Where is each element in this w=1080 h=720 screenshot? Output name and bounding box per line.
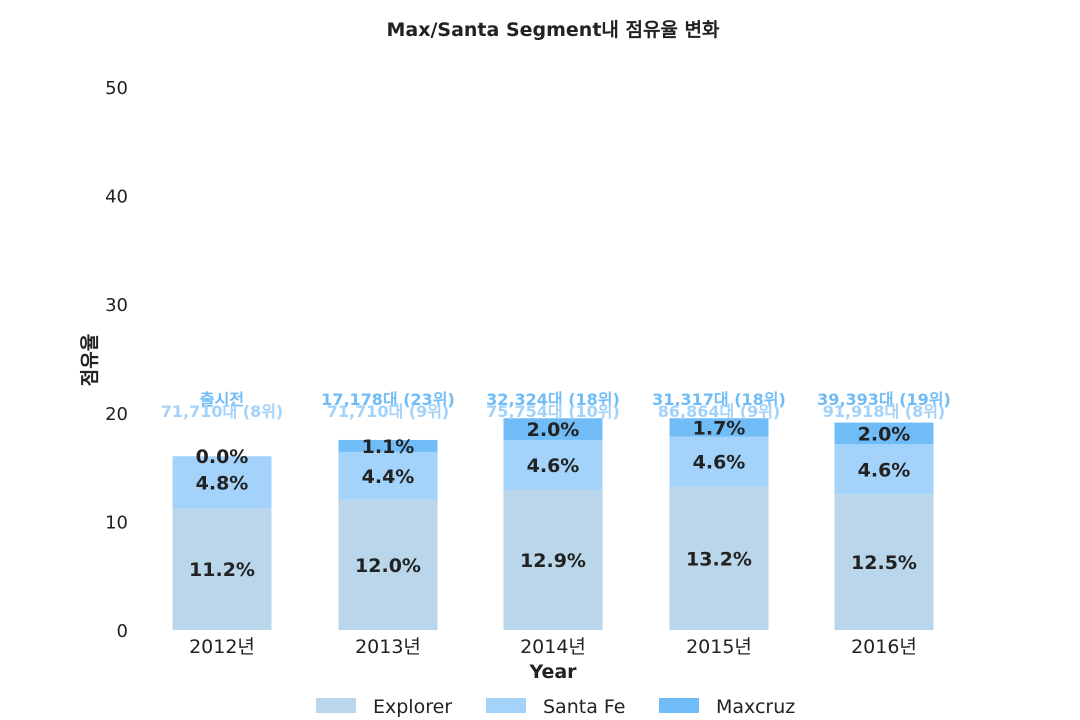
bar-value-label: 13.2% bbox=[686, 548, 752, 570]
bar-value-label: 4.8% bbox=[196, 472, 249, 494]
bar-value-label: 11.2% bbox=[189, 559, 255, 581]
maxcruz-sales-annotation: 17,178대 (23위) bbox=[321, 390, 455, 409]
legend-label: Santa Fe bbox=[543, 696, 625, 718]
bar-santa-fe bbox=[503, 439, 603, 490]
x-axis: 2012년 2013년 2014년 2015년 2016년 bbox=[189, 636, 917, 658]
bar-group bbox=[172, 418, 934, 630]
segment-labels: 11.2% 4.8% 0.0% 12.0% 4.4% 1.1% 12.9% 4.6% 2.0% 1… bbox=[189, 417, 917, 581]
y-tick-label: 40 bbox=[105, 187, 128, 208]
bar-value-label: 2.0% bbox=[527, 419, 580, 441]
bar-maxcruz bbox=[669, 418, 769, 437]
bar-explorer bbox=[834, 494, 934, 630]
y-tick-label: 20 bbox=[105, 404, 128, 425]
x-tick-label: 2014년 bbox=[520, 636, 586, 658]
santafe-sales-annotation: 71,710대 (9위) bbox=[327, 402, 450, 421]
y-tick-label: 50 bbox=[105, 78, 128, 99]
santafe-sales-annotation: 75,754대 (10위) bbox=[486, 402, 620, 421]
maxcruz-sales-annotation: 32,324대 (18위) bbox=[486, 390, 620, 409]
legend-swatch-explorer bbox=[316, 698, 356, 713]
bar-value-label: 12.9% bbox=[520, 550, 586, 572]
santafe-sales-annotation: 91,918대 (8위) bbox=[823, 402, 946, 421]
bar-explorer bbox=[338, 499, 438, 630]
legend: Explorer Santa Fe Maxcruz bbox=[316, 696, 795, 718]
bar-value-label: 4.6% bbox=[693, 452, 746, 474]
bar-explorer bbox=[172, 508, 272, 630]
bar-maxcruz bbox=[834, 422, 934, 445]
x-tick-label: 2013년 bbox=[355, 636, 421, 658]
y-tick-label: 10 bbox=[105, 512, 128, 533]
bar-value-label: 0.0% bbox=[196, 446, 249, 468]
x-tick-label: 2016년 bbox=[851, 636, 917, 658]
bar-maxcruz bbox=[338, 439, 438, 452]
bar-santa-fe bbox=[834, 444, 934, 495]
bar-value-label: 1.1% bbox=[362, 436, 415, 458]
y-axis: 0 10 20 30 40 50 bbox=[105, 78, 128, 642]
bar-value-label: 4.4% bbox=[362, 466, 415, 488]
y-axis-label: 점유율 bbox=[79, 334, 101, 386]
bar-value-label: 12.5% bbox=[851, 552, 917, 574]
y-tick-label: 30 bbox=[105, 295, 128, 316]
bar-santa-fe bbox=[172, 456, 272, 509]
bar-value-label: 4.6% bbox=[858, 459, 911, 481]
bar-maxcruz bbox=[503, 418, 603, 440]
bar-value-label: 4.6% bbox=[527, 455, 580, 477]
bar-santa-fe bbox=[338, 451, 438, 500]
legend-swatch-santa-fe bbox=[486, 698, 526, 713]
bar-santa-fe bbox=[669, 436, 769, 487]
santafe-sales-annotation: 86,864대 (9위) bbox=[658, 402, 781, 421]
maxcruz-sales-annotation: 39,393대 (19위) bbox=[817, 390, 951, 409]
bar-explorer bbox=[669, 486, 769, 630]
x-tick-label: 2012년 bbox=[189, 636, 255, 658]
x-tick-label: 2015년 bbox=[686, 636, 752, 658]
bar-value-label: 2.0% bbox=[858, 423, 911, 445]
bar-value-label: 1.7% bbox=[693, 417, 746, 439]
legend-label: Maxcruz bbox=[716, 696, 795, 718]
legend-label: Explorer bbox=[373, 696, 452, 718]
x-axis-label: Year bbox=[528, 661, 577, 683]
bar-explorer bbox=[503, 489, 603, 630]
y-tick-label: 0 bbox=[117, 621, 128, 642]
chart-title: Max/Santa Segment내 점유율 변화 bbox=[386, 19, 720, 41]
bar-value-label: 12.0% bbox=[355, 555, 421, 577]
maxcruz-sales-annotation: 31,317대 (18위) bbox=[652, 390, 786, 409]
legend-swatch-maxcruz bbox=[659, 698, 699, 713]
santafe-sales-annotation: 71,710대 (8위) bbox=[161, 402, 284, 421]
maxcruz-sales-annotation: 출시전 bbox=[200, 390, 244, 409]
